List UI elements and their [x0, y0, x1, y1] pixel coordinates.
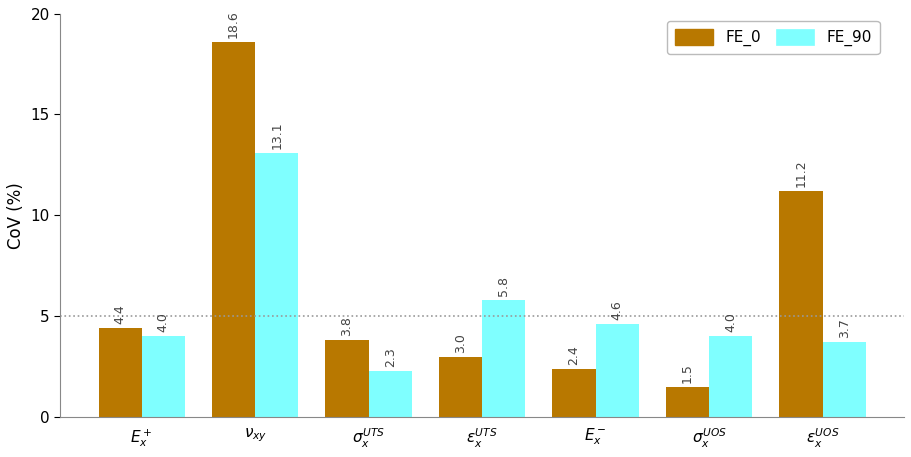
Text: 5.8: 5.8 — [497, 276, 510, 296]
Text: 3.7: 3.7 — [837, 319, 851, 339]
Bar — [709, 336, 752, 417]
Text: 4.6: 4.6 — [610, 301, 624, 320]
Text: 2.4: 2.4 — [568, 345, 580, 365]
Text: 13.1: 13.1 — [271, 121, 283, 149]
Text: 11.2: 11.2 — [794, 159, 807, 187]
Bar — [823, 342, 865, 417]
Bar — [212, 42, 255, 417]
Bar — [325, 340, 369, 417]
Bar — [141, 336, 185, 417]
Text: 4.0: 4.0 — [157, 313, 169, 332]
Bar — [666, 387, 709, 417]
Text: 1.5: 1.5 — [681, 363, 694, 383]
Text: 3.8: 3.8 — [341, 317, 353, 336]
Text: 4.0: 4.0 — [724, 313, 737, 332]
Bar — [255, 153, 298, 417]
Text: 4.4: 4.4 — [114, 304, 127, 324]
Y-axis label: CoV (%): CoV (%) — [7, 182, 25, 249]
Bar — [98, 328, 141, 417]
Text: 18.6: 18.6 — [227, 10, 241, 38]
Bar — [596, 324, 639, 417]
Text: 2.3: 2.3 — [384, 347, 396, 367]
Legend: FE_0, FE_90: FE_0, FE_90 — [667, 21, 879, 53]
Text: 3.0: 3.0 — [454, 333, 467, 352]
Bar — [369, 371, 412, 417]
Bar — [482, 300, 526, 417]
Bar — [780, 191, 823, 417]
Bar — [552, 369, 596, 417]
Bar — [439, 356, 482, 417]
